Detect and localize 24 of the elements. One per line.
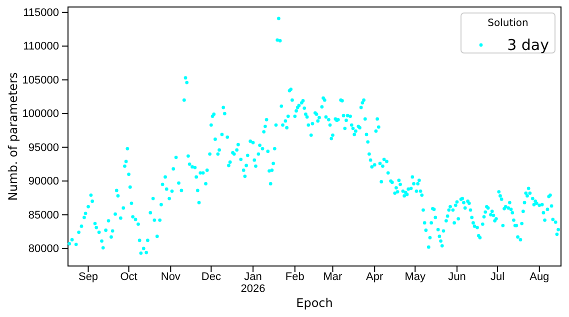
x-tick-label: Jun [448,271,466,283]
x-tick-label: Sep [78,271,98,283]
legend-label: 3 day [507,36,550,54]
legend-title: Solution [488,18,528,29]
y-tick-label: 105000 [22,74,59,86]
x-tick-label: Nov [160,271,181,283]
y-tick-label: 100000 [22,108,59,120]
y-axis-title: Numb. of parameters [6,72,20,201]
x-tick-label: Jul [490,271,505,283]
y-tick-label: 95000 [28,142,59,154]
y-tick-label: 110000 [23,40,59,53]
x-axis-title: Epoch [296,296,333,310]
x-tick-label: Dec [201,271,222,283]
x-tick-label: Aug [530,271,550,283]
x-tick-label: Apr [366,271,384,283]
x-tick-label: Feb [285,271,304,283]
x-tick-label: Jan 2026 [240,271,266,295]
y-tick-label: 90000 [28,176,59,188]
y-tick-label: 85000 [28,209,59,222]
x-tick-label: May [404,271,426,283]
x-tick-label: Mar [323,271,343,283]
y-tick-label: 115000 [23,6,59,19]
x-tick-label: Oct [120,271,138,283]
y-tick-label: 80000 [28,242,59,255]
